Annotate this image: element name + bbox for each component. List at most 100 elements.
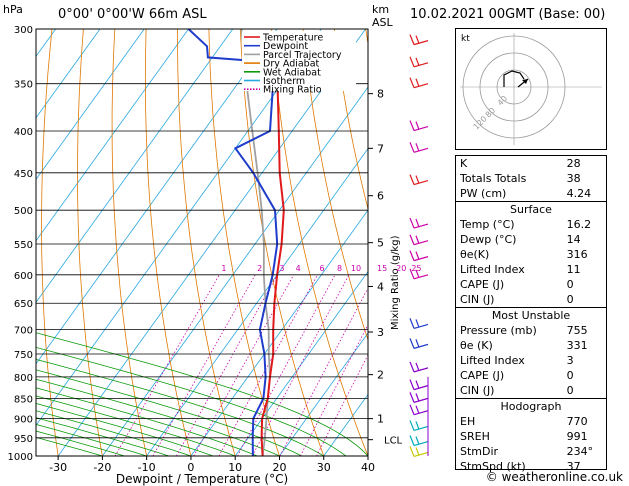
index-row: StmSpd (kt) 37 (456, 459, 606, 474)
pressure-tick-label: 800 (14, 373, 33, 384)
wind-barb-flag (409, 56, 415, 68)
mixing-ratio-axis-label: Mixing Ratio (g/kg) (390, 235, 401, 330)
index-row: StmDir 234° (456, 444, 606, 459)
wind-barb-flag (415, 393, 420, 402)
index-row: Pressure (mb) 755 (456, 323, 606, 338)
wind-barb-flag (409, 234, 415, 245)
index-row: CAPE (J) 0 (456, 368, 606, 383)
isotherm-line (0, 29, 11, 456)
plot-area (0, 29, 368, 456)
wind-barb-flag (409, 318, 415, 329)
wind-barb (413, 440, 429, 447)
index-value: 14 (566, 233, 581, 246)
index-value: 16.2 (566, 218, 592, 231)
section-header: Hodograph (456, 398, 606, 414)
index-row: Lifted Index 3 (456, 353, 606, 368)
index-value: 991 (566, 430, 588, 443)
wind-barb-flag (409, 361, 415, 373)
wind-barb-flag (409, 420, 415, 431)
height-tick-label: 6 (377, 190, 384, 203)
wind-barb (413, 256, 429, 262)
section-title: Most Unstable (456, 307, 606, 323)
dry-adiabat-line (77, 29, 103, 456)
index-row: PW (cm) 4.24 (456, 186, 606, 202)
height-unit: km ASL (372, 3, 393, 29)
x-tick-label: 0 (187, 461, 194, 474)
index-value: 38 (566, 172, 581, 185)
wind-barb (413, 385, 429, 391)
index-row: K 28 (456, 156, 606, 171)
mixing-ratio-line (176, 274, 278, 456)
wind-barb-flag (415, 436, 420, 445)
pressure-tick-label: 350 (14, 80, 33, 91)
height-tick-label: 3 (377, 326, 384, 339)
height-tick-label: 7 (377, 142, 384, 155)
hodograph-ring-label: 40 (496, 94, 510, 108)
index-value: 4.24 (566, 187, 592, 200)
wind-barb-flag (415, 269, 420, 279)
wind-barb-flag (415, 78, 420, 87)
index-label: Temp (°C) (460, 218, 515, 231)
pressure-tick-label: 850 (14, 394, 33, 405)
index-label: θe (K) (460, 339, 493, 352)
wet-adiabat-line (36, 387, 258, 456)
wind-barb (413, 147, 429, 153)
mixing-ratio-value-label: 15 (377, 264, 387, 273)
pressure-tick-label: 500 (14, 206, 33, 217)
wind-barb-flag (409, 34, 415, 45)
index-label: Lifted Index (460, 354, 525, 367)
isotherm-line (36, 29, 322, 426)
legend-entry: Isotherm (263, 76, 305, 87)
mixing-ratio-line (279, 287, 368, 456)
wind-barb-flag (409, 404, 415, 415)
isotherm-line (36, 29, 145, 181)
index-label: StmSpd (kt) (460, 460, 526, 473)
wet-adiabat-line (36, 359, 324, 456)
index-value: 0 (566, 293, 574, 306)
wind-barb-flag (409, 338, 415, 349)
legend-entry: Mixing Ratio (263, 85, 322, 96)
x-tick-label: 40 (361, 461, 375, 474)
wind-barb (413, 62, 429, 68)
wet-adiabat-line (36, 403, 214, 456)
index-value: 755 (566, 324, 588, 337)
pressure-tick-label: 300 (14, 25, 33, 36)
wind-barb-flag (415, 362, 420, 372)
wind-barb-flag (409, 120, 415, 131)
mixing-ratio-value-label: 1 (221, 264, 226, 273)
mixing-ratio-value-label: 3 (279, 264, 284, 273)
index-label: CAPE (J) (460, 369, 505, 382)
isotherm-line (279, 332, 368, 456)
section-header: Most Unstable (456, 307, 606, 323)
wind-barb (413, 125, 429, 132)
wind-barb-flag (409, 268, 415, 280)
wind-barb (413, 223, 429, 229)
wind-barb (413, 410, 429, 416)
location-title: 0°00' 0°00'W 66m ASL (58, 7, 207, 22)
mixing-ratio-value-label: 4 (296, 264, 301, 273)
index-label: CAPE (J) (460, 278, 505, 291)
pressure-tick-label: 600 (14, 271, 33, 282)
isotherm-line (36, 29, 101, 119)
wind-barb (413, 40, 429, 46)
index-label: K (460, 157, 468, 170)
wind-barb (413, 274, 429, 280)
x-tick-label: 20 (272, 461, 286, 474)
index-label: Dewp (°C) (460, 233, 517, 246)
index-row: CAPE (J) 0 (456, 277, 606, 292)
hodograph-panel: kt 40 80 120 (455, 28, 607, 150)
index-value: 0 (566, 384, 574, 397)
section-header: Surface (456, 201, 606, 217)
wind-barb-flag (415, 421, 420, 430)
pressure-tick-label: 450 (14, 169, 33, 180)
pressure-tick-label: 900 (14, 415, 33, 426)
pressure-tick-label: 700 (14, 326, 33, 337)
index-row: Dewp (°C) 14 (456, 232, 606, 247)
wet-adiabat-line (36, 378, 280, 456)
pressure-unit: hPa (3, 3, 23, 16)
x-tick-label: -10 (138, 461, 156, 474)
wind-barb-flag (415, 447, 420, 456)
x-axis-label: Dewpoint / Temperature (°C) (116, 472, 288, 486)
isotherm-line (36, 29, 278, 365)
wind-barb-flag (415, 319, 420, 328)
